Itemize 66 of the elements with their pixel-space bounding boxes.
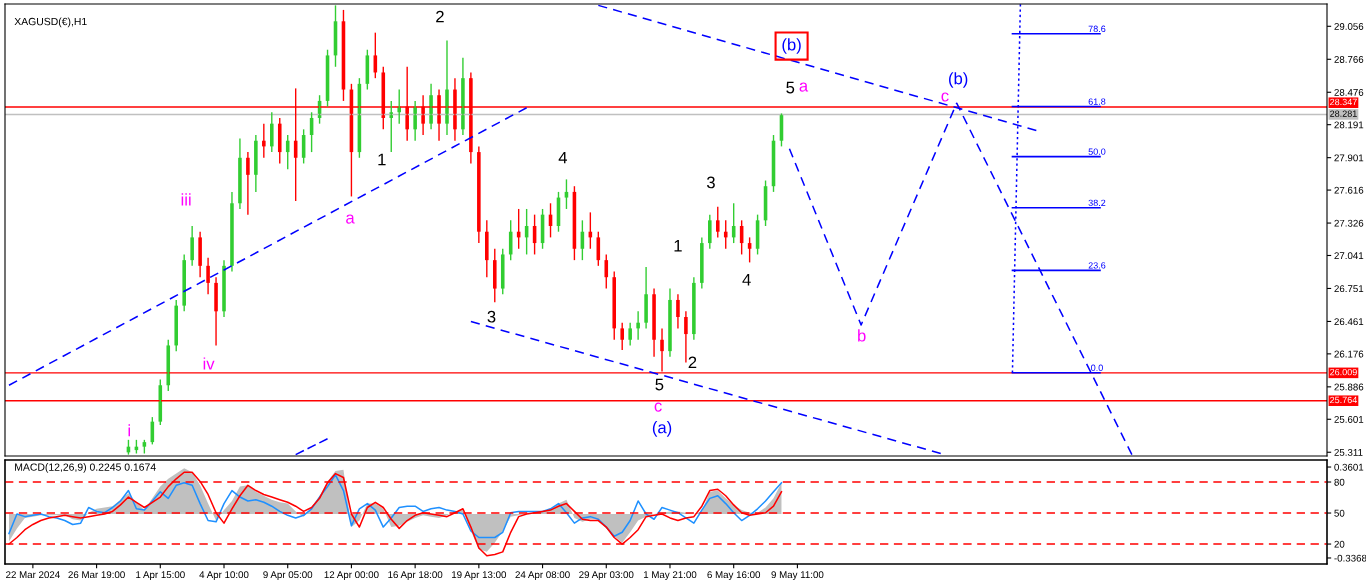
- y-tick-label: 25.311: [1334, 448, 1363, 456]
- x-tick-label: 22 Mar 2024: [6, 571, 60, 579]
- y-tick-label: 26.176: [1334, 350, 1364, 358]
- x-tick-label: 16 Apr 18:00: [388, 571, 443, 581]
- annotation: 50.0: [1088, 148, 1106, 155]
- annotation: c: [654, 402, 662, 412]
- x-tick-label: 19 Apr 13:00: [452, 571, 507, 581]
- y-tick-label: -0.3368: [1334, 554, 1366, 562]
- line-series: [8, 474, 783, 539]
- y-tick-label: 27.326: [1334, 219, 1364, 227]
- x-tick-label: 1 May 21:00: [643, 571, 697, 581]
- y-tick-label: 28.191: [1334, 121, 1364, 129]
- y-tick-label: 0.3601: [1334, 463, 1364, 471]
- text: XAGUSD(€),H1: [14, 17, 87, 28]
- annotation: 3: [487, 310, 496, 323]
- annotation: a: [346, 214, 355, 224]
- annotation: 3: [706, 176, 715, 189]
- annotation: 5: [655, 378, 664, 391]
- ref-line-label: 26.009: [1330, 368, 1357, 376]
- annotation: 1: [674, 240, 682, 252]
- x-tick-label: 9 May 11:00: [771, 571, 824, 581]
- annotation: 4: [558, 151, 568, 164]
- annotation: b: [858, 329, 866, 342]
- x-tick-label: 26 Mar 19:00: [68, 571, 125, 579]
- x-tick-label: 24 Apr 08:00: [515, 571, 570, 581]
- y-tick-label: 27.901: [1334, 154, 1364, 162]
- y-tick-label: 25.601: [1334, 416, 1364, 423]
- y-tick-label: 29.056: [1334, 23, 1364, 30]
- annotation: a: [799, 82, 809, 92]
- annotation: 38.2: [1088, 199, 1106, 207]
- x-tick-label: 12 Apr 00:00: [324, 571, 379, 581]
- y-tick-label: 26.461: [1334, 318, 1364, 326]
- y-tick-label: 25.886: [1334, 383, 1364, 391]
- annotation: 4: [742, 273, 751, 286]
- y2-tick-label: 50: [1334, 509, 1345, 517]
- x-tick-label: 29 Apr 03:00: [579, 571, 634, 581]
- y2-tick-label: 80: [1334, 478, 1345, 486]
- y2-tick-label: 20: [1334, 540, 1345, 548]
- annotation: 61.8: [1088, 98, 1106, 105]
- ref-line-label: 28.281: [1330, 110, 1357, 117]
- annotation: 2: [436, 10, 444, 23]
- y-tick-label: 28.766: [1334, 56, 1364, 63]
- annotation: (b): [782, 38, 801, 54]
- ref-line-label: 28.347: [1330, 98, 1357, 106]
- annotation: (b): [949, 72, 968, 88]
- y-tick-label: 27.616: [1334, 186, 1364, 194]
- y-tick-label: 28.476: [1334, 89, 1364, 96]
- annotation: i: [128, 424, 130, 437]
- annotation: iv: [203, 357, 215, 370]
- annotation: (a): [652, 421, 672, 437]
- annotation: c: [941, 92, 949, 102]
- y-tick-label: 27.041: [1334, 252, 1364, 260]
- annotation: iii: [181, 193, 191, 206]
- x-tick-label: 9 Apr 05:00: [263, 571, 313, 581]
- ref-line-label: 25.764: [1330, 396, 1357, 404]
- annotation: 2: [688, 356, 697, 369]
- x-tick-label: 6 May 16:00: [707, 571, 761, 581]
- annotation: 78.6: [1088, 25, 1106, 33]
- x-tick-label: 4 Apr 10:00: [199, 571, 249, 581]
- x-tick-label: 1 Apr 15:00: [136, 571, 185, 581]
- annotation: 0.0: [1091, 364, 1103, 371]
- annotation: 5: [786, 81, 795, 94]
- annotation: 23.6: [1088, 262, 1106, 269]
- annotation: 1: [378, 153, 386, 166]
- chart-title: MACD(12,26,9) 0.2245 0.1674: [15, 463, 156, 473]
- y-tick-label: 26.751: [1334, 285, 1364, 293]
